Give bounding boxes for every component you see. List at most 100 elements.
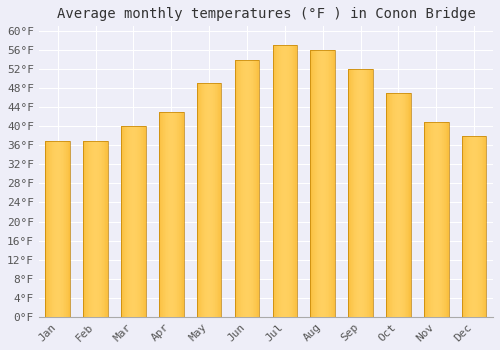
Bar bbox=[348, 69, 349, 317]
Bar bbox=[388, 93, 389, 317]
Bar bbox=[324, 50, 325, 317]
Bar bbox=[103, 141, 104, 317]
Bar bbox=[432, 121, 433, 317]
Bar bbox=[211, 83, 212, 317]
Bar bbox=[400, 93, 401, 317]
Bar bbox=[216, 83, 217, 317]
Bar bbox=[205, 83, 206, 317]
Bar bbox=[392, 93, 393, 317]
Bar bbox=[284, 46, 285, 317]
Bar bbox=[206, 83, 208, 317]
Bar bbox=[201, 83, 202, 317]
Bar bbox=[96, 141, 97, 317]
Bar bbox=[97, 141, 98, 317]
Bar bbox=[173, 112, 174, 317]
Bar bbox=[273, 46, 274, 317]
Bar bbox=[463, 136, 464, 317]
Bar bbox=[430, 121, 432, 317]
Bar bbox=[350, 69, 352, 317]
Bar bbox=[234, 60, 236, 317]
Bar bbox=[366, 69, 368, 317]
Bar bbox=[134, 126, 136, 317]
Bar bbox=[197, 83, 222, 317]
Bar bbox=[178, 112, 180, 317]
Bar bbox=[54, 141, 56, 317]
Bar bbox=[424, 121, 448, 317]
Bar bbox=[210, 83, 211, 317]
Bar bbox=[255, 60, 256, 317]
Bar bbox=[200, 83, 201, 317]
Bar bbox=[468, 136, 469, 317]
Bar bbox=[214, 83, 216, 317]
Bar bbox=[93, 141, 94, 317]
Bar bbox=[49, 141, 50, 317]
Bar bbox=[327, 50, 328, 317]
Bar bbox=[294, 46, 296, 317]
Bar bbox=[481, 136, 482, 317]
Bar bbox=[172, 112, 173, 317]
Bar bbox=[180, 112, 181, 317]
Bar bbox=[319, 50, 320, 317]
Bar bbox=[437, 121, 438, 317]
Bar bbox=[434, 121, 435, 317]
Bar bbox=[101, 141, 102, 317]
Bar bbox=[310, 50, 311, 317]
Bar bbox=[466, 136, 468, 317]
Bar bbox=[212, 83, 213, 317]
Bar bbox=[56, 141, 57, 317]
Bar bbox=[258, 60, 260, 317]
Bar bbox=[291, 46, 292, 317]
Bar bbox=[476, 136, 477, 317]
Bar bbox=[60, 141, 61, 317]
Bar bbox=[105, 141, 106, 317]
Bar bbox=[355, 69, 356, 317]
Bar bbox=[98, 141, 100, 317]
Bar bbox=[237, 60, 238, 317]
Bar bbox=[124, 126, 125, 317]
Bar bbox=[69, 141, 70, 317]
Bar bbox=[333, 50, 334, 317]
Bar bbox=[272, 46, 297, 317]
Bar bbox=[330, 50, 332, 317]
Bar bbox=[252, 60, 253, 317]
Bar bbox=[67, 141, 68, 317]
Bar bbox=[425, 121, 426, 317]
Bar bbox=[283, 46, 284, 317]
Bar bbox=[477, 136, 478, 317]
Bar bbox=[462, 136, 463, 317]
Bar bbox=[404, 93, 405, 317]
Bar bbox=[176, 112, 177, 317]
Bar bbox=[365, 69, 366, 317]
Bar bbox=[84, 141, 108, 317]
Bar bbox=[133, 126, 134, 317]
Bar bbox=[364, 69, 365, 317]
Bar bbox=[106, 141, 108, 317]
Bar bbox=[470, 136, 471, 317]
Bar bbox=[480, 136, 481, 317]
Bar bbox=[182, 112, 183, 317]
Bar bbox=[245, 60, 246, 317]
Bar bbox=[321, 50, 322, 317]
Bar bbox=[52, 141, 53, 317]
Bar bbox=[317, 50, 318, 317]
Bar bbox=[159, 112, 160, 317]
Bar bbox=[66, 141, 67, 317]
Bar bbox=[354, 69, 355, 317]
Bar bbox=[130, 126, 131, 317]
Bar bbox=[126, 126, 128, 317]
Bar bbox=[290, 46, 291, 317]
Bar bbox=[95, 141, 96, 317]
Bar bbox=[48, 141, 49, 317]
Bar bbox=[140, 126, 141, 317]
Bar bbox=[253, 60, 254, 317]
Bar bbox=[238, 60, 239, 317]
Bar bbox=[100, 141, 101, 317]
Bar bbox=[142, 126, 144, 317]
Bar bbox=[166, 112, 167, 317]
Bar bbox=[257, 60, 258, 317]
Bar bbox=[362, 69, 363, 317]
Bar bbox=[325, 50, 326, 317]
Bar bbox=[282, 46, 283, 317]
Title: Average monthly temperatures (°F ) in Conon Bridge: Average monthly temperatures (°F ) in Co… bbox=[56, 7, 476, 21]
Bar bbox=[129, 126, 130, 317]
